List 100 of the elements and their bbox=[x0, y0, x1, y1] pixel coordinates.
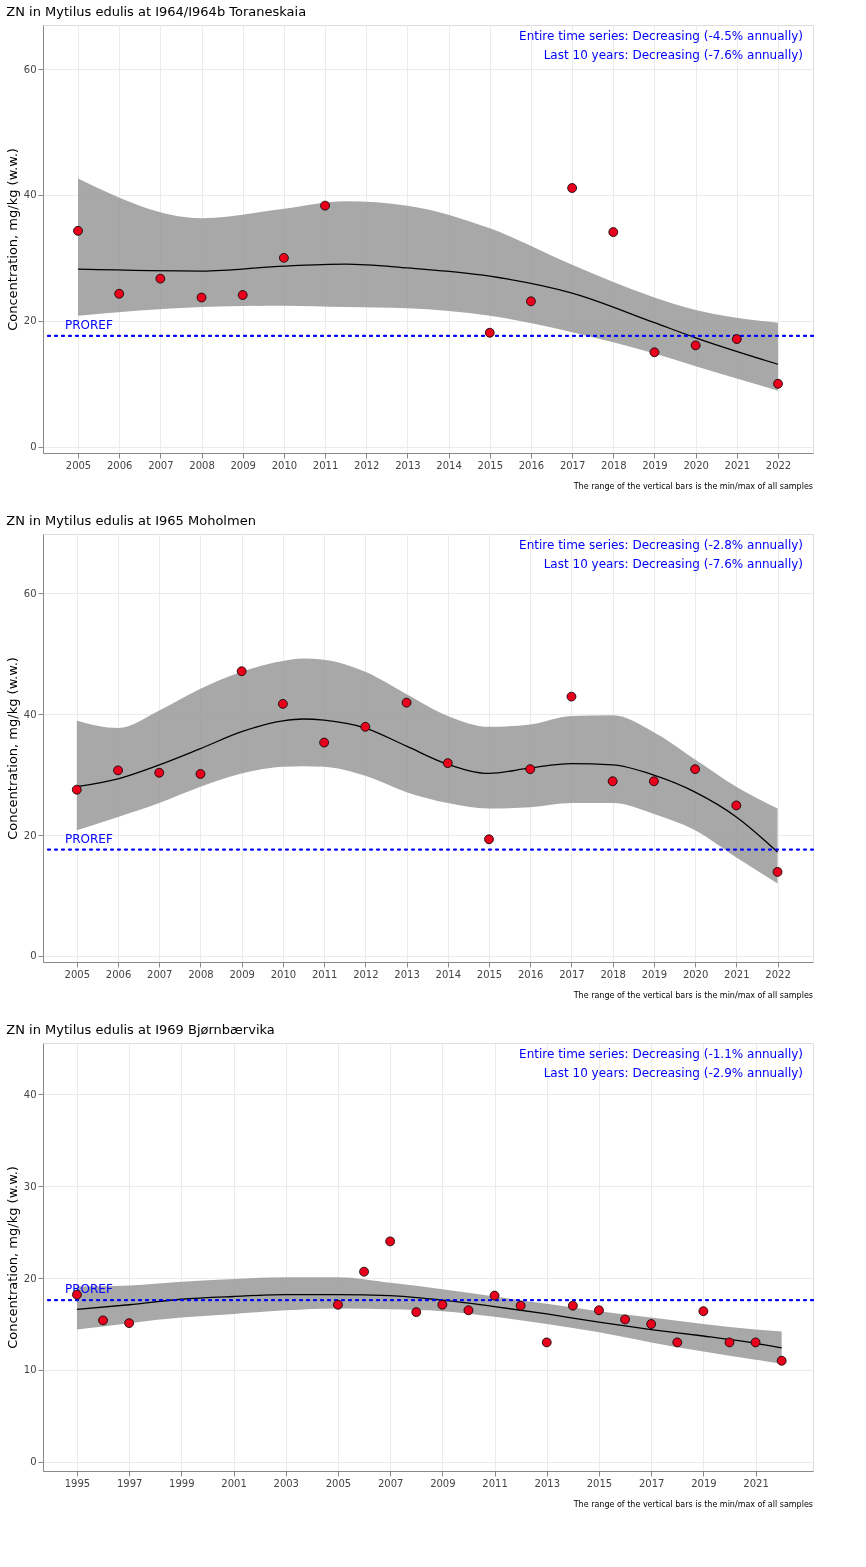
x-tick-label: 2013 bbox=[534, 1477, 560, 1489]
x-tick-label: 2008 bbox=[189, 459, 215, 471]
point bbox=[526, 296, 536, 307]
point bbox=[690, 764, 700, 775]
y-axis-title: Concentration, mg/kg (w.w.) bbox=[4, 657, 20, 840]
x-tick-label: 1995 bbox=[64, 1477, 91, 1489]
point bbox=[672, 1337, 683, 1348]
y-tick-label: 20 bbox=[23, 1272, 37, 1284]
point bbox=[731, 334, 742, 344]
point bbox=[360, 721, 371, 732]
x-tick-label: 2018 bbox=[600, 968, 626, 980]
y-tick-label: 0 bbox=[30, 1456, 37, 1468]
y-tick-label: 0 bbox=[30, 950, 37, 962]
x-tick-label: 2020 bbox=[683, 459, 709, 471]
point bbox=[114, 288, 125, 299]
y-tick-label: 60 bbox=[23, 63, 37, 75]
text: The range of the vertical bars is the min/max of all samples bbox=[572, 482, 813, 491]
x-tick-label: 2022 bbox=[765, 459, 792, 471]
point bbox=[484, 834, 494, 845]
x-tick-label: 2012 bbox=[353, 968, 379, 980]
point bbox=[113, 765, 123, 776]
line-series bbox=[76, 1294, 783, 1349]
x-tick-label: 2021 bbox=[724, 459, 751, 471]
point bbox=[620, 1314, 630, 1325]
point bbox=[195, 769, 206, 779]
x-tick-label: 2016 bbox=[518, 459, 545, 471]
point bbox=[525, 764, 536, 775]
chart-title: ZN in Mytilus edulis at I969 Bjørnbærvika bbox=[6, 1022, 275, 1037]
point bbox=[566, 691, 577, 702]
x-tick-label: 2013 bbox=[395, 459, 421, 471]
x-tick-label: 2022 bbox=[765, 968, 791, 980]
point bbox=[155, 273, 166, 284]
point bbox=[776, 1355, 787, 1366]
point bbox=[437, 1299, 448, 1310]
x-tick-label: 2011 bbox=[482, 1477, 508, 1489]
x-tick-label: 2003 bbox=[273, 1477, 299, 1489]
y-tick-label: 10 bbox=[23, 1364, 37, 1376]
point bbox=[541, 1337, 552, 1348]
point bbox=[463, 1305, 474, 1316]
x-tick-label: 2019 bbox=[641, 968, 668, 980]
annotation: Last 10 years: Decreasing (-7.6% annually) bbox=[543, 557, 803, 571]
annotation: Last 10 years: Decreasing (-2.9% annually) bbox=[543, 1066, 803, 1080]
x-tick-label: 2006 bbox=[106, 459, 133, 471]
y-tick-label: 20 bbox=[23, 315, 37, 327]
point bbox=[773, 378, 783, 389]
annotation: Entire time series: Decreasing (-2.8% annually) bbox=[519, 538, 803, 552]
point bbox=[124, 1318, 135, 1328]
point bbox=[649, 776, 659, 787]
x-tick-label: 2014 bbox=[436, 459, 462, 471]
x-tick-label: 2012 bbox=[354, 459, 380, 471]
x-tick-label: 2019 bbox=[642, 459, 668, 471]
point bbox=[772, 867, 783, 877]
x-tick-label: 2008 bbox=[188, 968, 214, 980]
annotation: Entire time series: Decreasing (-1.1% annually) bbox=[519, 1047, 803, 1061]
x-tick-label: 2011 bbox=[311, 968, 338, 980]
x-tick-label: 2016 bbox=[518, 968, 544, 980]
point bbox=[690, 340, 701, 351]
x-tick-label: 2009 bbox=[229, 968, 255, 980]
x-tick-label: 2001 bbox=[221, 1477, 247, 1489]
x-tick-label: 2009 bbox=[230, 459, 256, 471]
x-tick-label: 2018 bbox=[601, 459, 627, 471]
x-tick-label: 2007 bbox=[148, 459, 174, 471]
point bbox=[71, 784, 82, 795]
x-tick-label: 2005 bbox=[64, 968, 91, 980]
x-tick-label: 2021 bbox=[724, 968, 750, 980]
x-tick-label: 2017 bbox=[638, 1477, 665, 1489]
ref-line-label: PROREF bbox=[65, 317, 113, 332]
x-tick-label: 2005 bbox=[65, 459, 92, 471]
point bbox=[750, 1337, 761, 1348]
point bbox=[567, 183, 577, 193]
ref-line-label: PROREF bbox=[65, 831, 113, 846]
x-tick-label: 2014 bbox=[435, 968, 462, 980]
point bbox=[646, 1319, 657, 1329]
x-tick-label: 2020 bbox=[682, 968, 709, 980]
point bbox=[196, 292, 207, 303]
x-tick-label: 2021 bbox=[743, 1477, 769, 1489]
x-tick-label: 2015 bbox=[476, 968, 503, 980]
x-tick-label: 1997 bbox=[116, 1477, 143, 1489]
y-tick-label: 40 bbox=[23, 189, 37, 201]
x-tick-label: 2007 bbox=[377, 1477, 404, 1489]
x-tick-label: 2010 bbox=[270, 968, 297, 980]
point bbox=[489, 1290, 500, 1301]
point bbox=[411, 1307, 422, 1317]
x-tick-label: 2007 bbox=[147, 968, 173, 980]
y-tick-label: 60 bbox=[23, 587, 37, 599]
point bbox=[359, 1266, 369, 1277]
y-tick-label: 20 bbox=[23, 829, 37, 841]
point bbox=[236, 666, 247, 677]
x-tick-label: 2011 bbox=[312, 459, 339, 471]
point bbox=[649, 347, 660, 358]
point bbox=[237, 290, 248, 300]
point bbox=[442, 758, 453, 768]
x-tick-label: 1999 bbox=[169, 1477, 195, 1489]
point bbox=[594, 1305, 604, 1316]
x-tick-label: 2013 bbox=[394, 968, 420, 980]
point bbox=[154, 767, 165, 778]
x-tick-label: 2006 bbox=[105, 968, 132, 980]
point bbox=[731, 800, 742, 811]
point bbox=[98, 1315, 108, 1326]
point bbox=[333, 1299, 343, 1310]
